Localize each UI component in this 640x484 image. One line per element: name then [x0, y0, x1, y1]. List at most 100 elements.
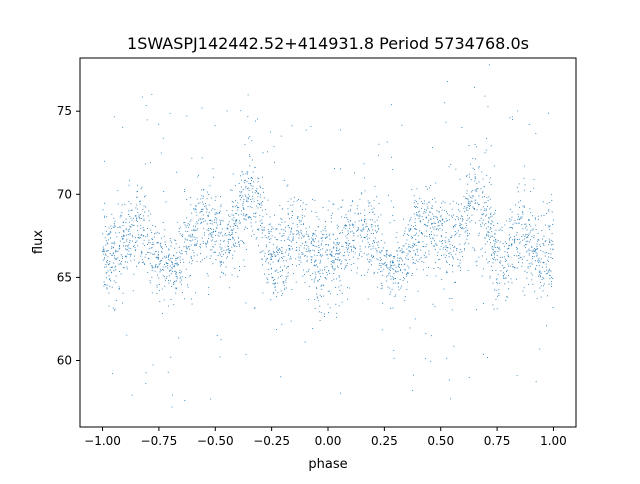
data-point [470, 163, 472, 165]
data-point [318, 252, 320, 254]
data-point [231, 230, 233, 232]
data-point [338, 305, 340, 307]
data-point [107, 259, 108, 261]
data-point [392, 262, 394, 264]
data-point [296, 265, 298, 267]
data-point [456, 249, 458, 251]
data-point [143, 229, 145, 231]
data-point [211, 232, 213, 234]
data-point [443, 246, 445, 248]
data-point [340, 206, 342, 208]
data-point [416, 249, 418, 251]
data-point [371, 254, 373, 256]
data-point [106, 250, 108, 252]
data-point [127, 246, 129, 248]
data-point [174, 266, 175, 268]
data-point [374, 221, 376, 223]
data-point [187, 239, 188, 241]
data-point [190, 219, 192, 221]
data-point [419, 197, 421, 199]
data-point [455, 168, 457, 170]
data-point [277, 239, 279, 241]
data-point [140, 200, 142, 202]
data-point [166, 263, 168, 264]
data-point [276, 228, 277, 230]
data-point [245, 226, 247, 228]
data-point [498, 293, 500, 295]
data-point [516, 234, 518, 236]
data-point [332, 234, 334, 236]
data-point [359, 245, 361, 247]
data-point [252, 177, 253, 179]
data-point [519, 256, 521, 258]
data-point [154, 267, 156, 268]
data-point [344, 259, 346, 261]
data-point [461, 203, 462, 205]
data-point [543, 285, 544, 287]
data-point [341, 292, 343, 294]
data-point [347, 218, 349, 220]
data-point [162, 275, 164, 277]
data-point [113, 246, 114, 248]
data-point [243, 213, 245, 215]
data-point [430, 241, 432, 243]
data-point [415, 239, 417, 241]
data-point [277, 260, 279, 262]
data-point [451, 236, 452, 238]
data-point [276, 247, 277, 249]
data-point [314, 199, 316, 201]
data-point [446, 271, 448, 273]
data-point [366, 230, 368, 232]
data-point [498, 295, 500, 296]
data-point [389, 272, 391, 274]
data-point [108, 279, 110, 281]
data-point [321, 255, 322, 257]
data-point [220, 240, 222, 242]
data-point [117, 203, 119, 205]
data-point [543, 215, 545, 216]
data-point [339, 242, 340, 244]
data-point [347, 210, 349, 212]
data-point [415, 228, 416, 230]
data-point [461, 227, 463, 229]
data-point [322, 272, 324, 274]
data-point [207, 214, 209, 216]
data-point [340, 168, 341, 170]
data-point [480, 226, 482, 227]
data-point [108, 305, 110, 307]
data-point [483, 210, 485, 211]
data-point [427, 207, 429, 209]
data-point [525, 223, 527, 225]
data-point [521, 224, 523, 226]
data-point [196, 198, 198, 200]
data-point [166, 276, 168, 278]
data-point [495, 298, 497, 300]
data-point [164, 276, 166, 278]
data-point [166, 257, 168, 259]
data-point [184, 224, 186, 226]
data-point [192, 234, 193, 235]
data-point [357, 229, 359, 231]
data-point [483, 186, 485, 187]
data-point [467, 235, 469, 237]
data-point [177, 264, 179, 266]
data-point [507, 248, 509, 250]
data-point [219, 224, 221, 226]
data-point [526, 243, 528, 245]
data-point [363, 163, 365, 165]
data-point [236, 225, 238, 227]
data-point [457, 265, 459, 267]
data-point [113, 262, 115, 264]
data-point [513, 266, 515, 268]
data-point [296, 230, 298, 232]
data-point [471, 200, 473, 202]
data-point [148, 239, 150, 241]
data-point [398, 263, 400, 265]
data-point [392, 169, 394, 171]
data-point [336, 259, 338, 261]
data-point [210, 255, 212, 257]
data-point [129, 241, 131, 243]
data-point [552, 249, 554, 251]
